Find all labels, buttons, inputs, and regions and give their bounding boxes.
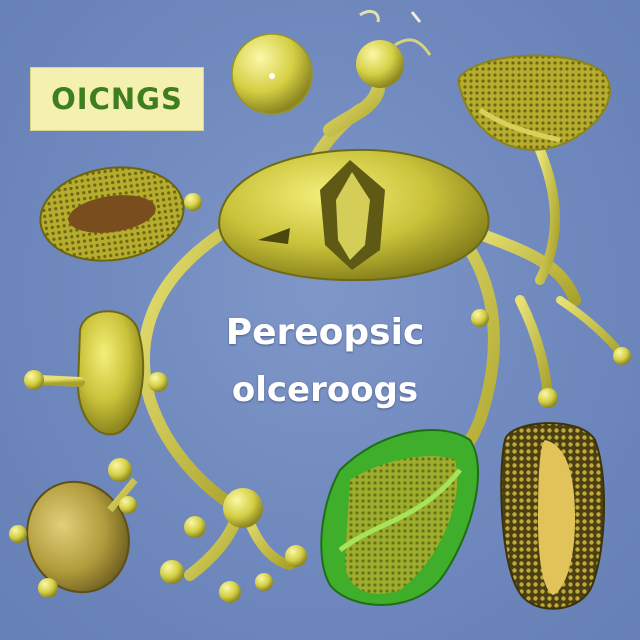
green-leaf-organelle — [320, 429, 479, 606]
top-bud-ball — [323, 10, 432, 137]
top-right-fan-organelle — [456, 54, 611, 151]
left-capsule — [24, 310, 168, 436]
center-title-line-2: olceroogs — [231, 370, 419, 410]
bottom-branching-structure — [160, 488, 307, 603]
right-edge-ball — [613, 347, 631, 365]
center-title-line-1: Pereopsic — [225, 312, 425, 353]
top-spore-ball — [231, 33, 313, 115]
label-box-text: OICNGS — [51, 82, 183, 116]
left-textured-oval — [39, 166, 202, 262]
bottom-left-capsule — [9, 458, 138, 598]
label-box: OICNGS — [30, 67, 204, 131]
central-organelle — [218, 148, 490, 282]
right-textured-capsule — [500, 422, 606, 610]
right-small-ball — [538, 388, 558, 408]
right-inner-ball — [471, 309, 489, 327]
